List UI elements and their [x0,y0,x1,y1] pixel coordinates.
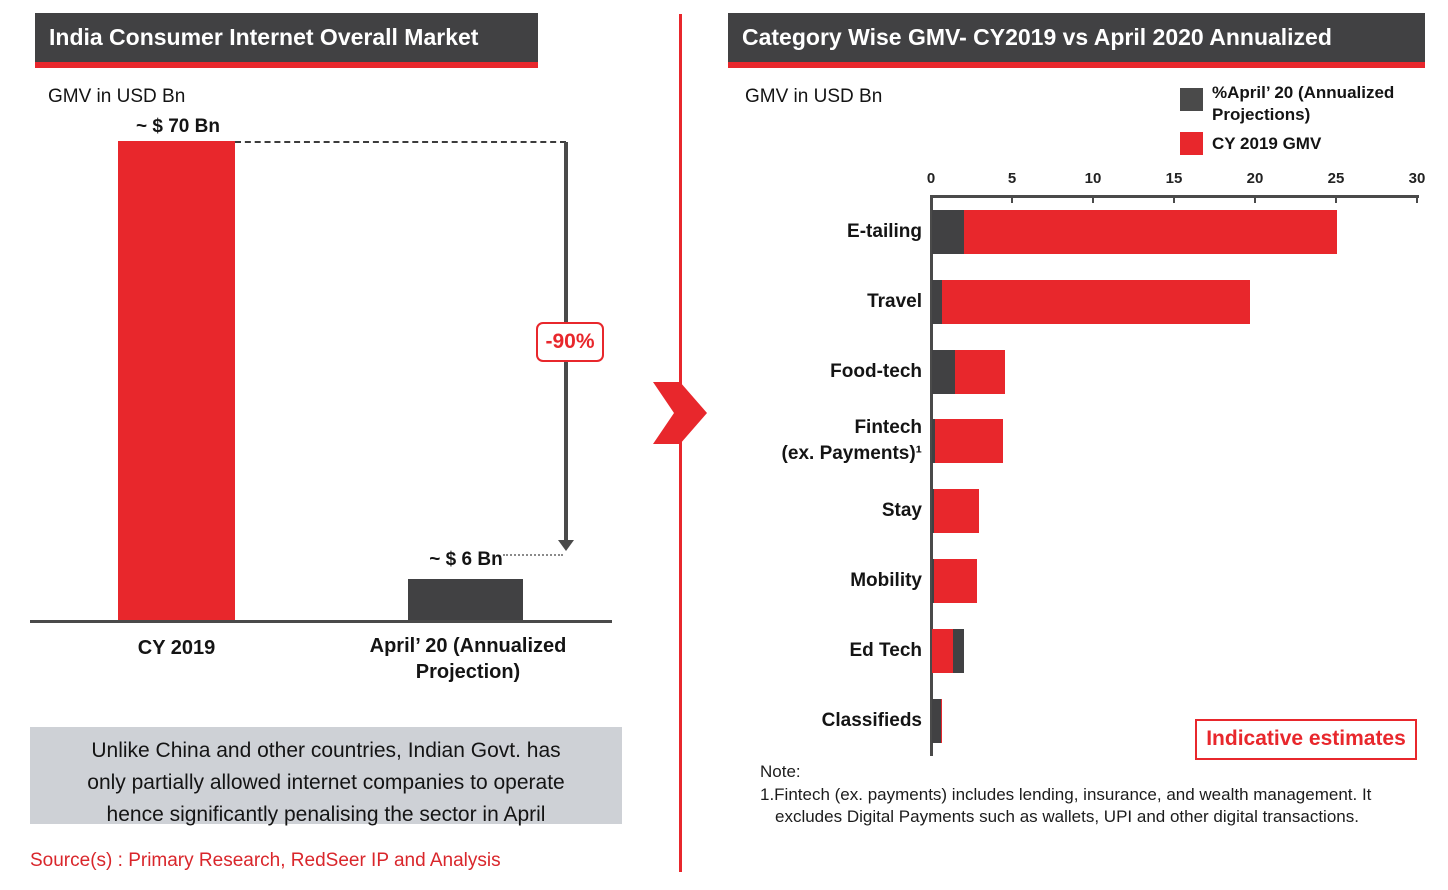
x-axis-tick [1092,196,1094,203]
left-callout-box: Unlike China and other countries, Indian… [30,727,622,826]
footnote-line2: excludes Digital Payments such as wallet… [775,807,1359,826]
x-axis-tick-label: 25 [1327,170,1345,187]
left-unit-label: GMV in USD Bn [48,86,186,107]
x-axis-tick-label: 0 [926,170,936,187]
left-title-underline [35,62,538,68]
category-label: Fintech (ex. Payments)¹ [781,417,922,465]
bar-cy2019 [932,489,979,534]
x-axis-tick [1011,196,1013,203]
category-label-april20-line2: Projection) [415,661,521,683]
category-label-april20-line1: April’ 20 (Annualized [369,635,567,657]
legend-april20-line1: %April’ 20 (Annualized [1212,83,1395,102]
x-axis-tick [1254,196,1256,203]
right-y-axis [930,195,933,756]
bar-april20 [932,279,942,324]
bar-april20 [932,489,934,534]
footnote: 1.Fintech (ex. payments) includes lendin… [760,784,1440,828]
category-label: E-tailing [847,220,922,242]
indicative-estimates-badge: Indicative estimates [1195,719,1417,760]
bar-cy2019 [932,279,1250,324]
bar-april20 [932,698,941,743]
dotted-pointer-line [503,554,563,556]
callout-line3: hence significantly penalising the secto… [106,803,546,826]
legend-swatch-april20 [1180,88,1203,111]
x-axis-tick [1173,196,1175,203]
category-label: Stay [881,500,922,522]
left-panel-title: India Consumer Internet Overall Market [35,13,538,62]
footnote-line1: 1.Fintech (ex. payments) includes lendin… [760,785,1372,804]
bar-april20-projection [408,579,523,620]
category-label-april20: April’ 20 (Annualized Projection) [348,633,588,685]
category-label-cy2019: CY 2019 [137,637,216,659]
x-axis-tick [1335,196,1337,203]
category-label: Travel [867,290,922,312]
x-axis-tick-label: 10 [1084,170,1102,187]
category-label: Mobility [850,569,922,591]
bar-cy2019 [932,558,977,603]
callout-line2: only partially allowed internet companie… [87,771,565,794]
decline-percentage-badge: -90% [536,322,604,362]
category-label: Ed Tech [849,639,923,661]
category-label: Food-tech [830,360,922,382]
bar-cy2019 [118,141,235,620]
left-x-axis [30,620,612,623]
bar-april20 [932,419,935,464]
down-arrow-icon [558,540,574,551]
bar-april20 [932,209,964,254]
bar-cy2019 [932,628,953,673]
x-axis-tick-label: 20 [1246,170,1264,187]
category-label: Classifieds [821,709,922,731]
callout-line1: Unlike China and other countries, Indian… [91,739,561,762]
legend-label-cy2019: CY 2019 GMV [1212,134,1322,153]
chevron-right-icon [653,382,707,444]
bar-cy2019 [932,419,1003,464]
right-title-underline [728,62,1425,68]
bar-value-label-april20: ~ $ 6 Bn [429,549,503,570]
x-axis-tick-label: 5 [1007,170,1017,187]
bar-april20 [932,349,955,394]
x-axis-tick-label: 15 [1165,170,1183,187]
x-axis-tick [930,196,932,203]
legend-label-april20: %April’ 20 (Annualized Projections) [1212,82,1442,126]
legend-april20-line2: Projections) [1212,105,1311,124]
right-x-axis [931,195,1419,198]
x-axis-tick [1416,196,1418,203]
bar-cy2019 [932,209,1337,254]
legend-swatch-cy2019 [1180,132,1203,155]
drop-dashed-line [235,141,566,143]
note-title: Note: [760,762,801,781]
source-attribution: Source(s) : Primary Research, RedSeer IP… [30,850,501,871]
x-axis-tick-label: 30 [1408,170,1426,187]
bar-april20 [932,558,934,603]
right-unit-label: GMV in USD Bn [745,86,883,107]
bar-value-label-cy2019: ~ $ 70 Bn [136,116,220,137]
right-panel-title: Category Wise GMV- CY2019 vs April 2020 … [728,13,1425,62]
